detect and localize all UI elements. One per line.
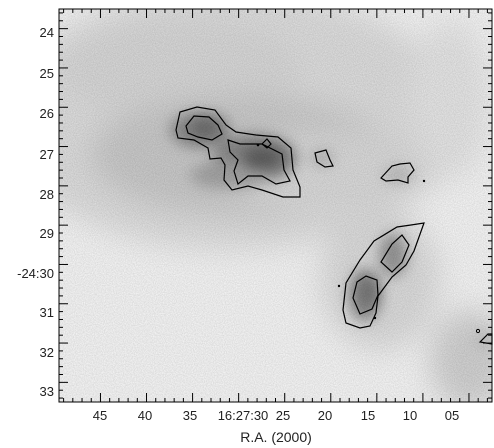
- emission-image: [59, 9, 492, 402]
- x-tick-label: 15: [361, 408, 375, 423]
- y-tick-label: 27: [40, 147, 54, 162]
- y-tick-label: 25: [40, 66, 54, 81]
- contour-main-outer: [175, 106, 301, 198]
- y-tick-label: 24: [40, 25, 54, 40]
- x-tick-label: 45: [93, 408, 107, 423]
- contour-dot-4: [422, 179, 426, 183]
- y-tick-label: 33: [40, 384, 54, 399]
- x-tick-label: 05: [445, 408, 459, 423]
- y-tick-label: 32: [40, 345, 54, 360]
- y-tick-labels: 24 25 26 27 28 29 -24:30 31 32 33: [17, 25, 54, 399]
- x-tick-label: 25: [276, 408, 290, 423]
- x-tick-label: 20: [318, 408, 332, 423]
- contour-group: [175, 106, 493, 345]
- contour-dot-5: [475, 328, 481, 334]
- tick-marks: [59, 9, 492, 402]
- x-tick-label: 35: [183, 408, 197, 423]
- x-tick-label: 40: [138, 408, 152, 423]
- contour-southern-inner-b: [380, 234, 410, 273]
- x-tick-label: 16:27:30: [218, 408, 269, 423]
- contour-main-inner: [185, 115, 291, 186]
- x-tick-labels: 45 40 35 16:27:30 25 20 15 10 05: [93, 408, 459, 423]
- contour-dot-1: [256, 143, 260, 147]
- contour-far-east: [380, 162, 415, 184]
- y-tick-label: 31: [40, 305, 54, 320]
- contour-east-blob: [314, 149, 334, 168]
- contour-small-loop: [261, 138, 272, 149]
- contour-dot-3: [373, 316, 377, 320]
- contour-dot-2: [337, 284, 341, 288]
- contour-southern-inner-a: [352, 275, 379, 315]
- x-tick-label: 10: [403, 408, 417, 423]
- y-tick-label: 29: [40, 226, 54, 241]
- contour-southern-outer: [342, 222, 425, 329]
- y-tick-label: 26: [40, 106, 54, 121]
- x-axis-title: R.A. (2000): [240, 429, 312, 445]
- y-tick-label: 28: [40, 187, 54, 202]
- y-tick-label: -24:30: [17, 266, 54, 281]
